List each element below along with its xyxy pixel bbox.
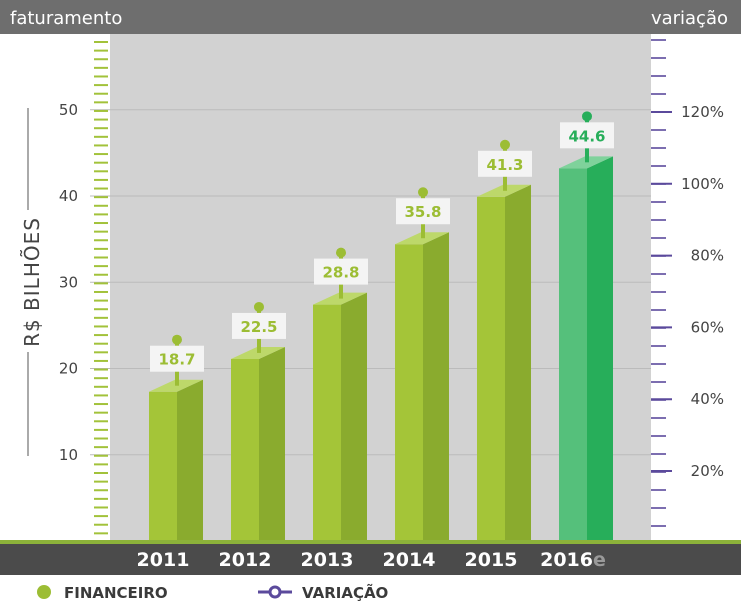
bar-group: 18.7 [149,334,204,541]
bar-group: 41.3 [477,139,532,541]
y-tick-label: 20 [59,360,78,378]
y-tick-label: 30 [59,273,78,291]
value-label-box [232,312,286,339]
header-right-label: variação [651,8,728,29]
header-left-label: faturamento [10,8,122,29]
label-pin-head [172,334,182,345]
x-tick-label: 2016e [540,549,606,571]
bar-side [505,184,531,541]
bar-group: 35.8 [395,187,450,541]
bar-side [423,232,449,541]
y-tick-label: 10 [59,446,78,464]
x-tick-label: 2015 [465,549,518,571]
bars: 18.7 22.5 28.8 35.8 41.3 44.6 [149,111,614,541]
y2-tick-label: 100% [681,175,724,193]
y-tick-label: 40 [59,187,78,205]
bar-side [177,379,203,541]
bar [559,168,587,541]
label-pin-head [582,111,592,122]
left-axis-ticks [94,41,108,535]
x-tick-label: 2011 [137,549,190,571]
bar-side [587,156,613,541]
label-pin-head [500,139,510,150]
y-axis-tick-labels: 10 20 30 40 50 [59,101,78,464]
value-label-box [150,345,204,372]
bar [231,358,259,541]
label-pin-head [254,301,264,312]
x-tick-label-suffix: e [593,549,606,571]
legend-label: VARIAÇÃO [302,583,388,602]
dot-icon [37,585,51,599]
right-axis-ticks [651,39,672,527]
value-label: 28.8 [322,264,359,282]
y-axis-label: R$ BILHÕES [20,217,44,347]
value-label: 35.8 [404,203,441,221]
line-circle-icon-marker [268,585,282,599]
y2-tick-label: 20% [691,462,724,480]
value-label: 22.5 [240,318,277,336]
value-label: 18.7 [158,351,195,369]
label-pin-head [418,187,428,198]
legend-label: FINANCEIRO [64,584,168,602]
bar-group: 28.8 [313,247,368,541]
value-label-box [314,258,368,285]
y2-axis-tick-labels: 20% 40% 60% 80% 100% 120% [681,103,724,480]
value-label-box [478,150,532,177]
x-axis-tick-labels: 2011 2012 2013 2014 2015 2016e [137,549,606,571]
y2-tick-label: 60% [691,318,724,336]
value-label: 44.6 [568,127,605,145]
bar-side [341,292,367,541]
header-bar [0,0,741,34]
x-axis-band [0,542,741,575]
x-tick-label: 2014 [383,549,436,571]
x-axis-line [0,540,741,544]
bar [477,196,505,541]
x-tick-label: 2013 [301,549,354,571]
y2-tick-label: 40% [691,390,724,408]
bar-side [259,346,285,541]
value-label-box [396,198,450,225]
y2-tick-label: 120% [681,103,724,121]
label-pin-head [336,247,346,258]
y2-tick-label: 80% [691,247,724,265]
value-label-box [560,122,614,149]
bar [313,304,341,541]
value-label: 41.3 [486,156,523,174]
bar-group: 44.6 [559,111,614,541]
bar-group: 22.5 [231,301,286,541]
bar [149,391,177,541]
x-tick-label: 2012 [219,549,272,571]
bar [395,244,423,541]
legend: FINANCEIRO VARIAÇÃO [37,583,388,602]
y-tick-label: 50 [59,101,78,119]
